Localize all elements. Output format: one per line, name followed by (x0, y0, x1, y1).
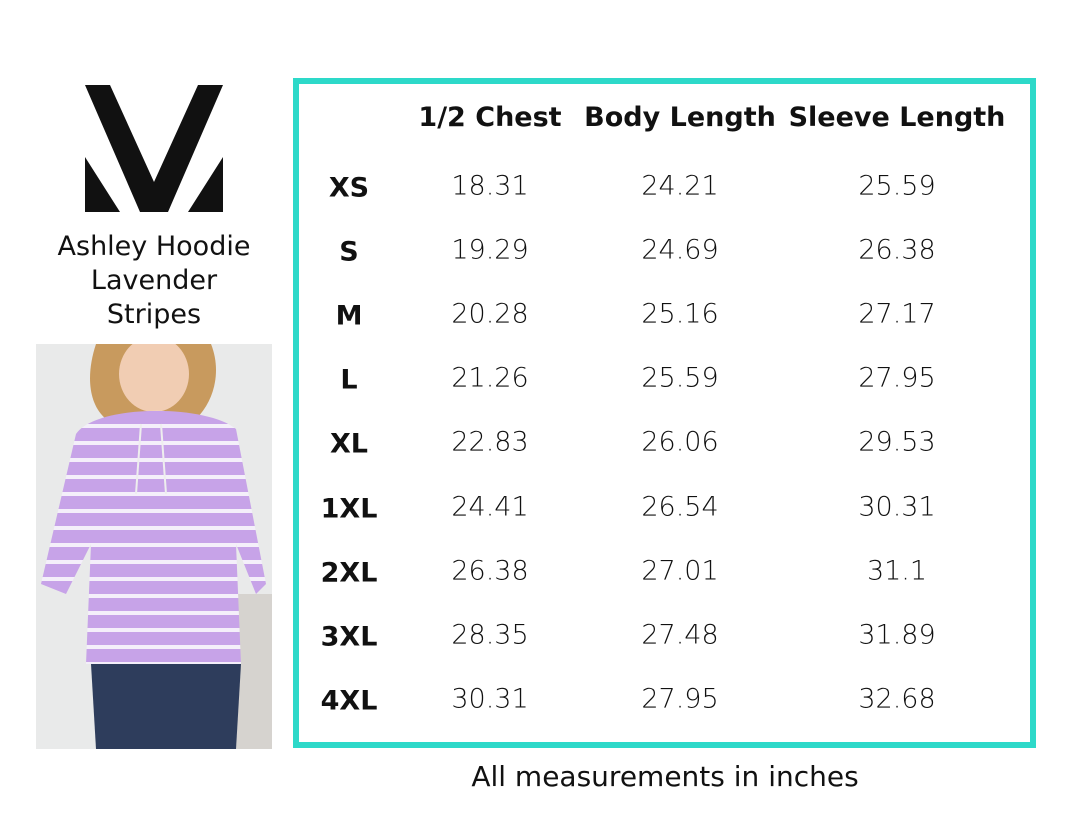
cell-chest: 18.31 (451, 170, 529, 202)
product-title-line: Lavender (90, 265, 218, 296)
brand-logo (85, 85, 223, 212)
product-title-line: Ashley Hoodie (57, 231, 251, 262)
size-label: M (335, 300, 363, 332)
cell-chest: 20.28 (451, 298, 529, 330)
cell-chest: 19.29 (451, 234, 529, 266)
size-label: XS (328, 172, 370, 204)
cell-sleeve: 32.68 (858, 683, 936, 715)
cell-body: 24.21 (641, 170, 719, 202)
cell-sleeve: 25.59 (858, 170, 936, 202)
cell-chest: 21.26 (451, 362, 529, 394)
size-label: 1XL (320, 493, 378, 524)
size-label: XL (329, 428, 369, 460)
size-label: 3XL (320, 621, 378, 653)
cell-chest: 24.41 (451, 491, 529, 522)
cell-chest: 30.31 (451, 683, 529, 715)
cell-body: 27.95 (641, 683, 719, 715)
size-label: L (340, 364, 358, 396)
product-title-line: Stripes (106, 299, 202, 330)
column-header-body-length: Body Length (584, 102, 776, 133)
size-label: S (339, 236, 359, 268)
size-chart-frame (293, 78, 1036, 748)
cell-chest: 22.83 (451, 426, 529, 458)
cell-sleeve: 29.53 (858, 426, 936, 458)
cell-body: 25.16 (641, 298, 719, 330)
cell-body: 27.48 (641, 619, 719, 651)
measurement-note: All measurements in inches (471, 760, 859, 793)
cell-body: 26.06 (641, 426, 719, 458)
cell-body: 27.01 (641, 555, 719, 587)
product-photo (36, 344, 272, 749)
cell-sleeve: 26.38 (858, 234, 936, 266)
cell-sleeve: 27.17 (858, 298, 936, 330)
column-header-chest: 1/2 Chest (418, 102, 562, 133)
column-header-sleeve-length: Sleeve Length (788, 102, 1006, 133)
size-label: 2XL (320, 557, 378, 589)
cell-sleeve: 27.95 (858, 362, 936, 394)
cell-body: 26.54 (641, 491, 719, 522)
product-title: Ashley Hoodie Lavender Stripes (36, 230, 272, 332)
cell-sleeve: 31.1 (866, 555, 928, 587)
size-label: 4XL (320, 685, 378, 717)
cell-body: 24.69 (641, 234, 719, 266)
cell-chest: 28.35 (451, 619, 529, 651)
cell-sleeve: 30.31 (858, 491, 936, 522)
cell-chest: 26.38 (451, 555, 529, 587)
cell-body: 25.59 (641, 362, 719, 394)
cell-sleeve: 31.89 (858, 619, 936, 651)
